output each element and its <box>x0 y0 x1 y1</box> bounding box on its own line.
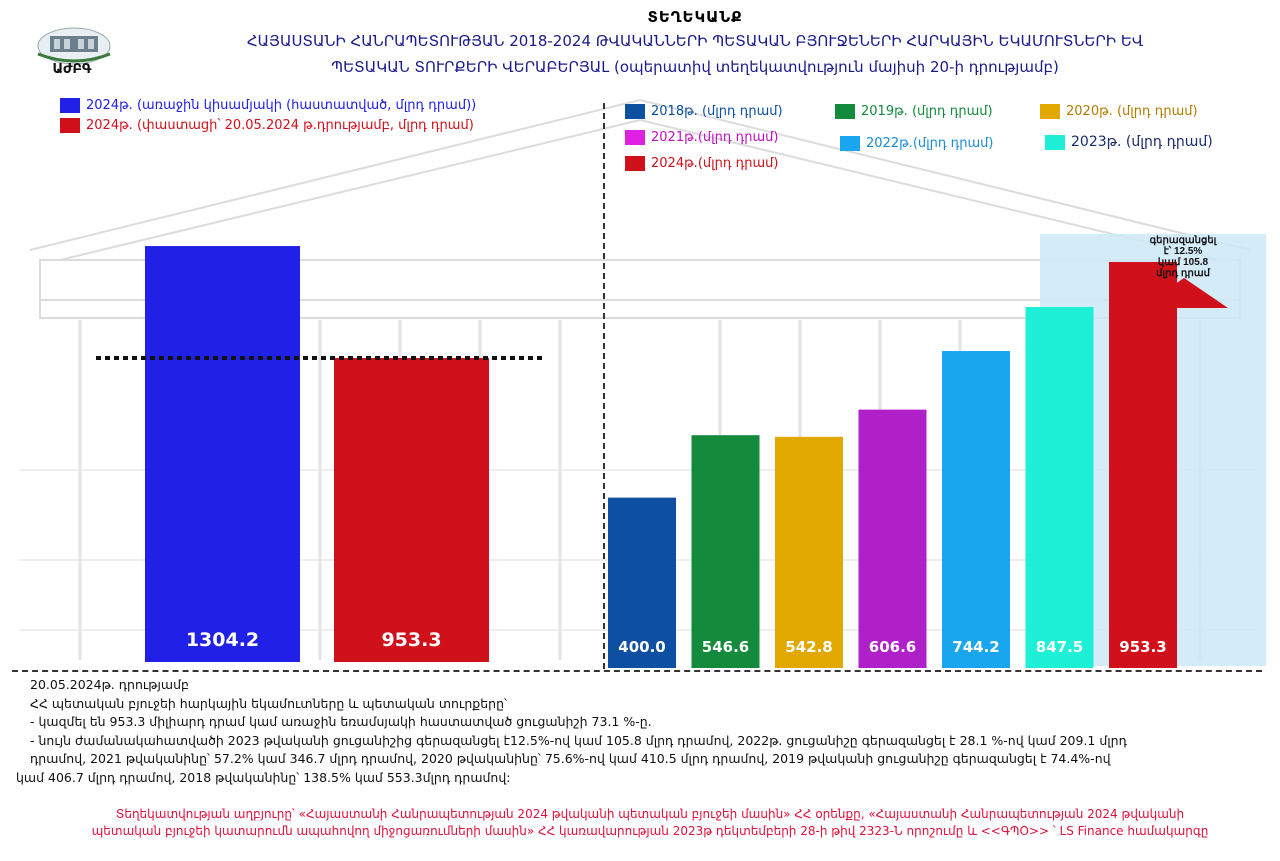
left-legend-item-actual: 2024թ. (փաստացի՝ 20.05.2024 թ.դրությամբ,… <box>60 118 474 133</box>
right-bar-chart: 400.0 546.6 542.8 606.6 744.2 847.5 953.3 <box>608 261 1177 668</box>
right-legend-item-2018: 2018թ. (մլրդ դրամ) <box>625 104 783 119</box>
bar-2019 <box>691 435 760 668</box>
legend-swatch <box>60 118 80 133</box>
legend-label: 2023թ. (մլրդ դրամ) <box>1071 134 1213 150</box>
legend-label: 2024թ.(մլրդ դրամ) <box>651 156 779 171</box>
page-subtitle-line-1: ՀԱՅԱՍՏԱՆԻ ՀԱՆՐԱՊԵՏՈՒԹՅԱՆ 2018-2024 ԹՎԱԿԱ… <box>246 32 1144 50</box>
summary-bullet-2a: - նույն ժամանակահատվածի 2023 թվականի ցու… <box>30 732 1127 748</box>
source-line-2: պետական բյուջեի կատարումն ապահովող միջոց… <box>91 824 1209 838</box>
right-legend-item-2019: 2019թ. (մլրդ դրամ) <box>835 104 993 119</box>
bar-2023 <box>1025 307 1094 668</box>
legend-swatch <box>840 136 860 151</box>
legend-swatch <box>835 104 855 119</box>
legend-swatch <box>625 156 645 171</box>
right-legend-item-2021: 2021թ.(մլրդ դրամ) <box>625 130 778 145</box>
legend-label: 2024թ. (առաջին կիսամյակի (հաստատված, մլր… <box>86 98 477 113</box>
page-header: ՏԵՂԵԿԱՆՔ ՀԱՅԱՍՏԱՆԻ ՀԱՆՐԱՊԵՏՈՒԹՅԱՆ 2018-2… <box>130 8 1260 76</box>
right-legend-item-2022: 2022թ.(մլրդ դրամ) <box>840 136 993 151</box>
bar-value-label: 953.3 <box>1119 638 1166 656</box>
bar-value-label: 400.0 <box>618 638 665 656</box>
right-legend-item-2023: 2023թ. (մլրդ դրամ) <box>1045 134 1213 150</box>
annotation-line-3: կամ 105.8 <box>1158 257 1209 268</box>
source-line-1: Տեղեկատվության աղբյուրը՝ «Հայաստանի Հանր… <box>115 807 1185 821</box>
annotation-callout: գերազանցել է՝ 12.5% կամ 105.8 մլրդ դրամ <box>1140 235 1228 308</box>
bar-value-label: 542.8 <box>785 638 832 656</box>
bar-2024-plan <box>145 246 300 662</box>
legend-label: 2022թ.(մլրդ դրամ) <box>866 136 994 151</box>
left-bar-chart: 1304.2 953.3 <box>96 246 545 662</box>
annotation-line-2: է՝ 12.5% <box>1164 245 1203 257</box>
panel-divider-vertical <box>603 103 605 669</box>
legend-label: 2019թ. (մլրդ դրամ) <box>861 104 993 119</box>
legend-swatch <box>60 98 80 113</box>
page-title: ՏԵՂԵԿԱՆՔ <box>647 8 743 26</box>
legend-swatch <box>625 130 645 145</box>
bar-2022 <box>942 351 1010 668</box>
annotation-arrow <box>1140 278 1228 308</box>
bar-2021 <box>858 409 927 668</box>
panel-divider-horizontal <box>12 670 1262 672</box>
legend-swatch <box>625 104 645 119</box>
bar-2018 <box>608 497 676 668</box>
organization-logo <box>37 27 111 65</box>
logo-text: ԱԺԲԳ <box>52 62 92 77</box>
bar-2020 <box>775 436 843 668</box>
summary-bullet-2b: դրամով, 2021 թվականինը՝ 57.2% կամ 346.7 … <box>30 751 1111 766</box>
right-legend-item-2024: 2024թ.(մլրդ դրամ) <box>625 156 778 171</box>
summary-text: 20.05.2024թ. դրությամբ ՀՀ պետական բյուջե… <box>16 676 1266 787</box>
bar-value-label: 744.2 <box>952 638 999 656</box>
summary-date-line: 20.05.2024թ. դրությամբ <box>30 677 189 692</box>
bar-value-label: 606.6 <box>869 638 916 656</box>
annotation-line-1: գերազանցել <box>1150 235 1218 246</box>
bar-2024-actual <box>334 357 489 662</box>
legend-label: 2021թ.(մլրդ դրամ) <box>651 130 779 145</box>
bar-value-label: 953.3 <box>381 629 441 651</box>
summary-bullet-1: - կազմել են 953.3 միլիարդ դրամ կամ առաջի… <box>30 714 652 729</box>
annotation-line-4: մլրդ դրամ <box>1156 268 1211 279</box>
bar-value-label: 1304.2 <box>186 629 259 651</box>
bar-value-label: 847.5 <box>1036 638 1083 656</box>
left-legend-item-plan: 2024թ. (առաջին կիսամյակի (հաստատված, մլր… <box>60 98 476 113</box>
right-legend-item-2020: 2020թ. (մլրդ դրամ) <box>1040 104 1198 119</box>
bar-value-label: 546.6 <box>702 638 749 656</box>
summary-bullet-2c: կամ 406.7 մլրդ դրամով, 2018 թվականինը՝ 1… <box>16 769 511 785</box>
legend-label: 2018թ. (մլրդ դրամ) <box>651 104 783 119</box>
page-subtitle-line-2: ՊԵՏԱԿԱՆ ՏՈՒՐՔԵՐԻ ՎԵՐԱԲԵՐՅԱԼ (օպերատիվ տե… <box>331 58 1059 76</box>
source-note: Տեղեկատվության աղբյուրը՝ «Հայաստանի Հանր… <box>80 806 1220 840</box>
legend-swatch <box>1045 134 1065 150</box>
legend-label: 2020թ. (մլրդ դրամ) <box>1066 104 1198 119</box>
bar-2024 <box>1109 261 1177 668</box>
legend-swatch <box>1040 104 1060 119</box>
legend-label: 2024թ. (փաստացի՝ 20.05.2024 թ.դրությամբ,… <box>86 118 474 133</box>
summary-intro: ՀՀ պետական բյուջեի հարկային եկամուտները … <box>30 695 507 711</box>
